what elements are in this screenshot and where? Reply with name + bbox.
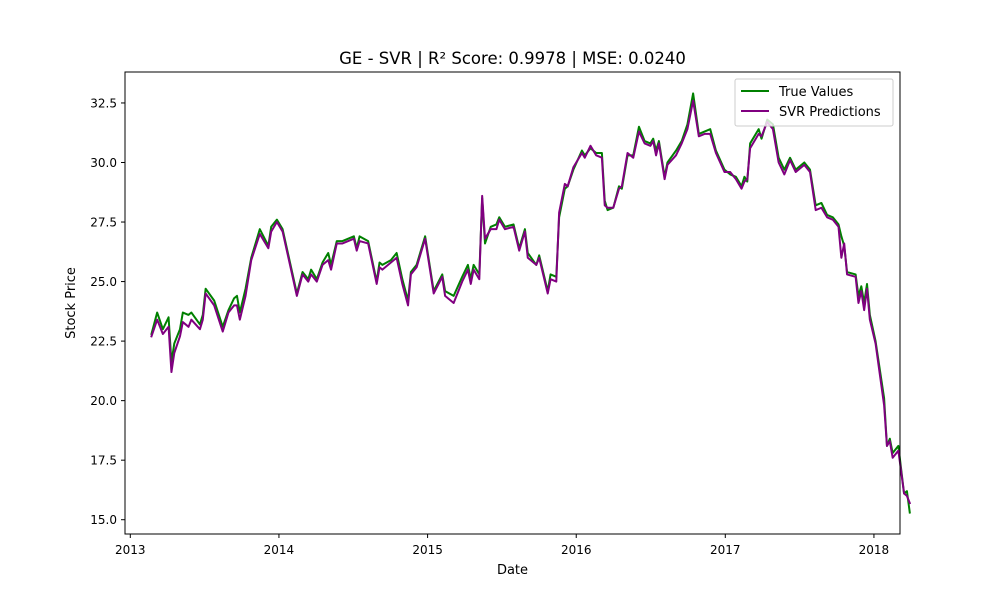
- y-tick-label: 22.5: [90, 335, 117, 349]
- y-tick-label: 27.5: [90, 216, 117, 230]
- plot-area-frame: [124, 71, 901, 535]
- y-tick-label: 20.0: [90, 394, 117, 408]
- x-tick-label: 2017: [710, 543, 741, 557]
- series-line-true-values: [150, 92, 911, 514]
- legend: True Values SVR Predictions: [734, 78, 894, 127]
- x-axis: 2013 2014 2015 2016 2017 2018: [115, 534, 889, 557]
- y-tick-label: 15.0: [90, 513, 117, 527]
- x-tick-label: 2016: [561, 543, 592, 557]
- y-axis-label: Stock Price: [64, 267, 79, 339]
- y-tick-label: 17.5: [90, 454, 117, 468]
- series-layer: [150, 92, 912, 514]
- x-axis-label: Date: [497, 563, 528, 578]
- x-tick-label: 2014: [264, 543, 295, 557]
- legend-frame: [734, 78, 894, 127]
- chart-title: GE - SVR | R² Score: 0.9978 | MSE: 0.024…: [339, 49, 686, 68]
- legend-label-svr-predictions: SVR Predictions: [779, 105, 881, 120]
- y-axis: 15.0 17.5 20.0 22.5 25.0 27.5 30.0 32.5: [90, 96, 125, 527]
- x-tick-label: 2018: [859, 543, 890, 557]
- x-tick-label: 2013: [115, 543, 146, 557]
- x-tick-label: 2015: [412, 543, 443, 557]
- legend-label-true-values: True Values: [778, 85, 853, 100]
- y-tick-label: 25.0: [90, 275, 117, 289]
- y-tick-label: 30.0: [90, 156, 117, 170]
- y-tick-label: 32.5: [90, 96, 117, 110]
- series-line-svr-predictions: [150, 99, 912, 505]
